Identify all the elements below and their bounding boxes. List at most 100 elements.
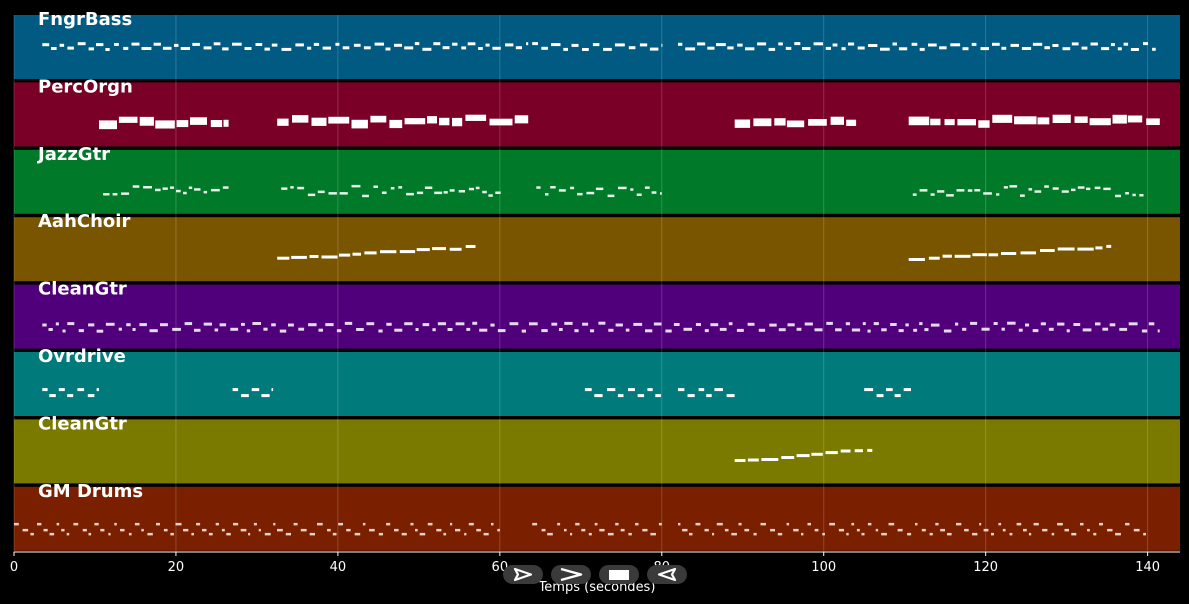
note [114, 522, 117, 526]
note [897, 528, 903, 532]
note [862, 322, 866, 326]
note [176, 189, 181, 193]
note [328, 192, 337, 195]
step-back-button[interactable] [503, 565, 543, 584]
stop-button[interactable] [599, 565, 639, 584]
note [894, 394, 901, 398]
track-label: AahChoir [38, 211, 130, 232]
note [829, 522, 835, 526]
track-band [14, 82, 1180, 147]
note [781, 456, 795, 459]
note [295, 43, 304, 47]
note [285, 532, 291, 536]
note [608, 328, 614, 332]
note [996, 193, 1000, 196]
note [196, 522, 201, 526]
note [697, 42, 706, 46]
note [747, 322, 755, 326]
tick-label: 40 [330, 560, 347, 575]
note [155, 120, 175, 129]
note [1009, 532, 1013, 536]
note [1042, 528, 1048, 532]
note [149, 329, 158, 333]
note [956, 189, 965, 192]
note [222, 47, 229, 51]
note [930, 193, 935, 196]
track-notes [14, 522, 1146, 536]
note [607, 388, 616, 392]
note [362, 522, 366, 526]
note [427, 116, 437, 124]
note [846, 119, 857, 126]
track-label: JazzGtr [36, 144, 110, 165]
note [716, 522, 723, 526]
note [49, 532, 55, 536]
note [273, 522, 276, 526]
note [1014, 116, 1037, 125]
note [352, 252, 361, 256]
note [67, 322, 75, 326]
note [485, 43, 490, 47]
note [888, 522, 895, 526]
note [404, 46, 414, 50]
note [760, 522, 766, 526]
note [868, 44, 878, 47]
note [950, 43, 961, 47]
note [944, 119, 955, 126]
note [96, 329, 104, 333]
note [978, 120, 990, 128]
note [1106, 244, 1112, 248]
note [147, 532, 153, 536]
note [99, 120, 117, 130]
step-forward-button[interactable] [647, 565, 687, 584]
note [907, 532, 912, 536]
note [100, 528, 105, 532]
note [443, 191, 448, 194]
note [232, 388, 239, 392]
note [956, 522, 962, 526]
note [1051, 532, 1055, 536]
note [410, 522, 414, 526]
note [912, 193, 917, 196]
note [1020, 194, 1025, 197]
note [364, 251, 377, 255]
note [937, 190, 945, 193]
note [497, 329, 506, 333]
note [112, 193, 118, 196]
note [529, 322, 538, 326]
note [48, 328, 53, 331]
track-notes [42, 388, 911, 398]
note [1125, 192, 1129, 195]
note [1093, 532, 1097, 536]
tick-label: 20 [168, 560, 185, 575]
note [796, 454, 810, 458]
note [1077, 247, 1094, 251]
track-band [14, 217, 1180, 282]
note [495, 191, 501, 194]
note [1110, 43, 1115, 47]
note [490, 323, 495, 327]
note [793, 528, 799, 532]
note [88, 532, 92, 536]
note [253, 522, 257, 526]
note [344, 321, 353, 325]
note [1071, 532, 1077, 536]
note [174, 43, 179, 47]
note [203, 322, 212, 326]
play-button[interactable] [551, 565, 591, 584]
note [313, 42, 320, 46]
note [603, 47, 612, 51]
note [1099, 522, 1103, 526]
note [77, 42, 86, 46]
note [886, 388, 893, 392]
note [881, 328, 887, 332]
note [374, 42, 384, 46]
note [704, 528, 709, 532]
note [840, 449, 851, 453]
note [394, 43, 402, 47]
note [704, 329, 709, 333]
note [1040, 249, 1055, 252]
note [716, 43, 726, 47]
note [930, 118, 941, 126]
note [339, 253, 351, 257]
